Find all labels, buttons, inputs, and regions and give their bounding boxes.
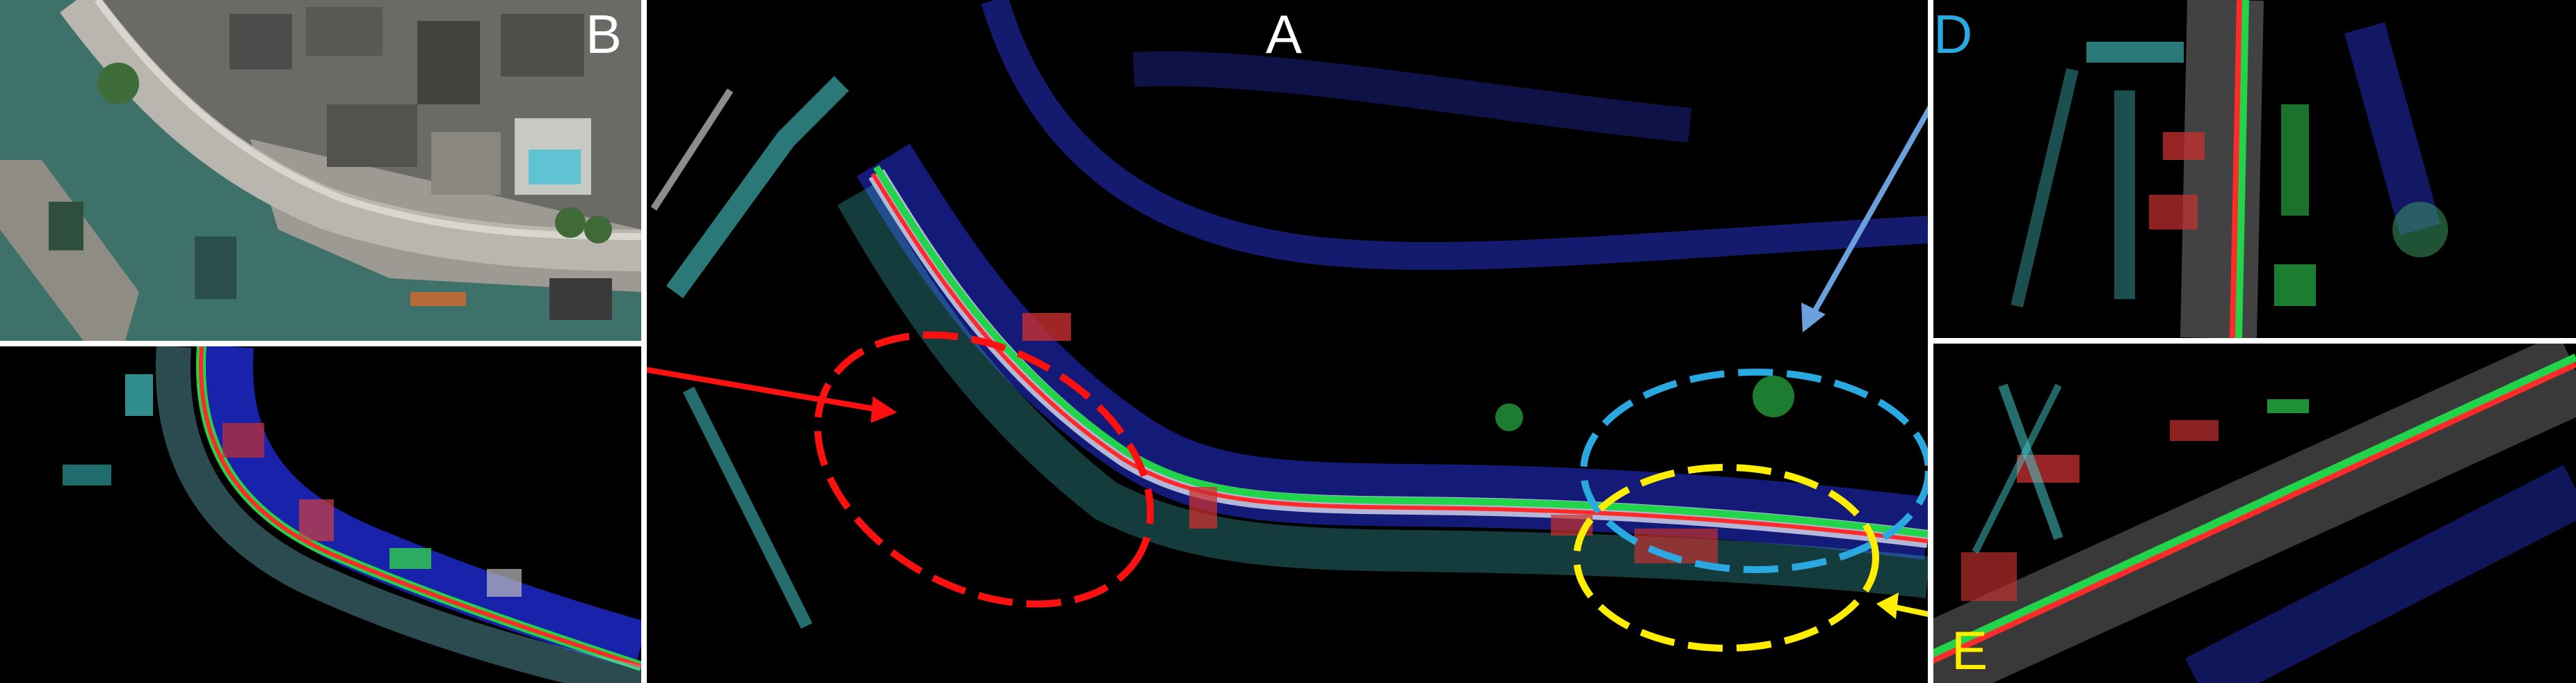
point-cloud-a — [647, 0, 1928, 652]
panel-e-label: E — [1951, 620, 1988, 681]
point-cloud-c — [63, 346, 641, 683]
map-panel-a: A C — [647, 0, 1928, 683]
panel-b-label: B — [586, 3, 622, 65]
region-d-ellipse — [1580, 369, 1928, 573]
zoom-panel-e: E — [1933, 344, 2576, 683]
region-e-ellipse — [1573, 464, 1879, 652]
panel-d-label: D — [1933, 3, 1973, 65]
panel-a-label: A — [1266, 3, 1303, 65]
region-c-ellipse — [814, 331, 1154, 608]
e-arrow — [1891, 604, 1928, 617]
zoom-panel-c — [0, 346, 641, 683]
point-cloud-e — [1933, 344, 2576, 683]
zoom-panel-d: D — [1933, 0, 2576, 338]
c-arrow — [647, 367, 884, 413]
satellite-image-panel: B — [0, 0, 641, 341]
d-arrow — [1809, 105, 1928, 318]
point-cloud-d — [2011, 0, 2448, 338]
satellite-image — [0, 0, 641, 341]
